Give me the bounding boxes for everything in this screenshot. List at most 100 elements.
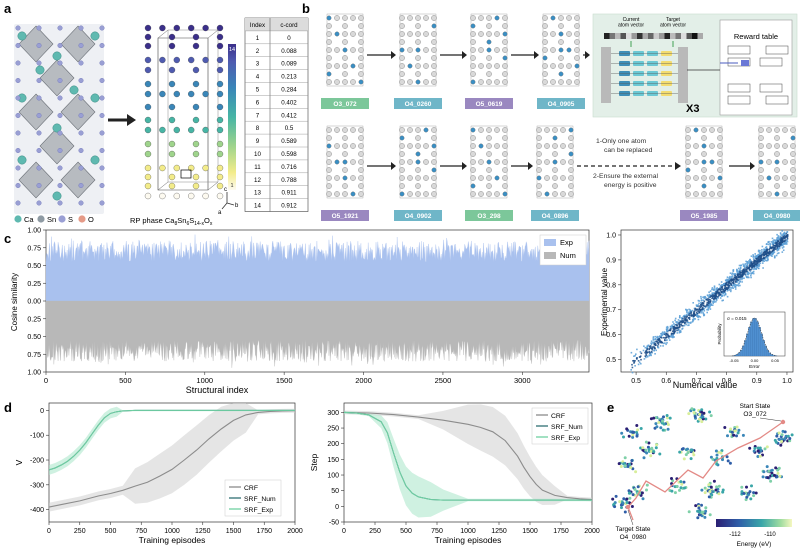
- s-atom: [57, 95, 63, 101]
- scatter-point: [778, 241, 780, 244]
- oxygen-site: [407, 63, 413, 69]
- sulfur-site: [334, 15, 340, 21]
- scatter-point: [780, 234, 783, 236]
- table-cell: 12: [254, 177, 261, 184]
- scatter-point: [750, 261, 752, 264]
- state-point: [715, 462, 719, 466]
- scatter-ylabel: Experimental value: [600, 267, 609, 336]
- arrow-head: [585, 51, 590, 59]
- oxygen-site: [790, 135, 796, 141]
- oxygen-site: [701, 143, 707, 149]
- state-point: [728, 461, 732, 465]
- scatter-point: [746, 263, 749, 266]
- structure-caption: RP phase Ca8Sn6S14-xOx: [130, 216, 213, 227]
- scatter-point: [665, 332, 668, 335]
- scatter-point: [755, 261, 758, 263]
- sulfur-site: [568, 143, 574, 149]
- state-point: [666, 427, 670, 431]
- scatter-point: [775, 245, 778, 247]
- scatter-point: [731, 282, 733, 284]
- sulfur-site: [478, 127, 484, 133]
- scatter-point: [738, 276, 740, 278]
- site-atom: [173, 56, 180, 64]
- scatter-point: [711, 297, 713, 300]
- mini-structure: [326, 13, 364, 87]
- oxygen-site: [415, 79, 421, 85]
- sulfur-site: [566, 15, 572, 21]
- scatter-point: [680, 320, 682, 323]
- oxygen-site: [774, 191, 780, 197]
- sulfur-site: [790, 159, 796, 165]
- scatter-point: [786, 234, 789, 237]
- scatter-point: [722, 292, 724, 295]
- state-point: [644, 440, 648, 444]
- scatter-point: [677, 326, 680, 329]
- scatter-point: [631, 371, 634, 374]
- vector-cell: [609, 33, 615, 39]
- scatter-point: [653, 346, 656, 349]
- scatter-point: [723, 289, 726, 292]
- scatter-point: [695, 304, 698, 306]
- scatter-point: [651, 342, 653, 344]
- sulfur-site: [709, 127, 715, 133]
- sulfur-site: [693, 143, 699, 149]
- oxygen-site: [574, 63, 580, 69]
- site-atom: [192, 116, 200, 124]
- sulfur-site: [717, 135, 723, 141]
- scatter-point: [764, 259, 767, 262]
- scatter-point: [683, 316, 686, 318]
- scatter-point: [636, 357, 638, 359]
- sulfur-site: [558, 39, 564, 45]
- scatter-point: [774, 239, 776, 242]
- series-line-srf_exp: [343, 411, 592, 501]
- scatter-point: [702, 296, 704, 299]
- state-point: [684, 453, 688, 457]
- sulfur-site: [544, 143, 550, 149]
- scatter-point: [689, 309, 691, 311]
- state-point: [636, 428, 640, 432]
- scatter-point: [675, 323, 677, 326]
- scatter-point: [631, 363, 633, 366]
- arrow-head: [391, 51, 396, 59]
- sulfur-site: [334, 63, 340, 69]
- oxygen-site: [558, 71, 564, 77]
- sulfur-site: [342, 143, 348, 149]
- sulfur-site: [790, 151, 796, 157]
- scatter-point: [662, 336, 665, 339]
- scatter-point: [742, 265, 745, 268]
- state-point: [788, 437, 792, 440]
- scatter-point: [759, 262, 762, 264]
- y-tick-label: 0.75: [27, 245, 41, 252]
- site-atom: [144, 33, 152, 41]
- scatter-point: [640, 358, 642, 361]
- sulfur-site: [701, 175, 707, 181]
- scatter-point: [758, 251, 761, 254]
- scatter-point: [725, 283, 727, 286]
- scatter-point: [677, 319, 680, 321]
- formula-part: 6: [186, 221, 189, 227]
- scatter-point: [735, 284, 738, 286]
- sulfur-site: [552, 127, 558, 133]
- table-cell: 2: [256, 48, 260, 55]
- histogram-bar: [760, 333, 763, 357]
- s-atom: [36, 182, 42, 188]
- scatter-point: [773, 251, 776, 253]
- scatter-point: [709, 305, 711, 308]
- scatter-point: [645, 350, 647, 352]
- ca-atom: [52, 191, 62, 201]
- arrow-right-icon: [108, 114, 136, 126]
- state-label: O5_1985: [691, 213, 718, 220]
- state-point: [661, 428, 665, 432]
- scatter-point: [633, 355, 635, 357]
- sulfur-site: [358, 15, 364, 21]
- sulfur-site: [552, 175, 558, 181]
- scatter-point: [666, 342, 668, 344]
- state-point: [639, 446, 643, 450]
- s-atom: [36, 60, 42, 66]
- scatter-point: [675, 327, 677, 330]
- scatter-point: [767, 243, 770, 246]
- y-tick-label: 100: [327, 473, 339, 480]
- sulfur-site: [342, 191, 348, 197]
- sulfur-site: [326, 47, 332, 53]
